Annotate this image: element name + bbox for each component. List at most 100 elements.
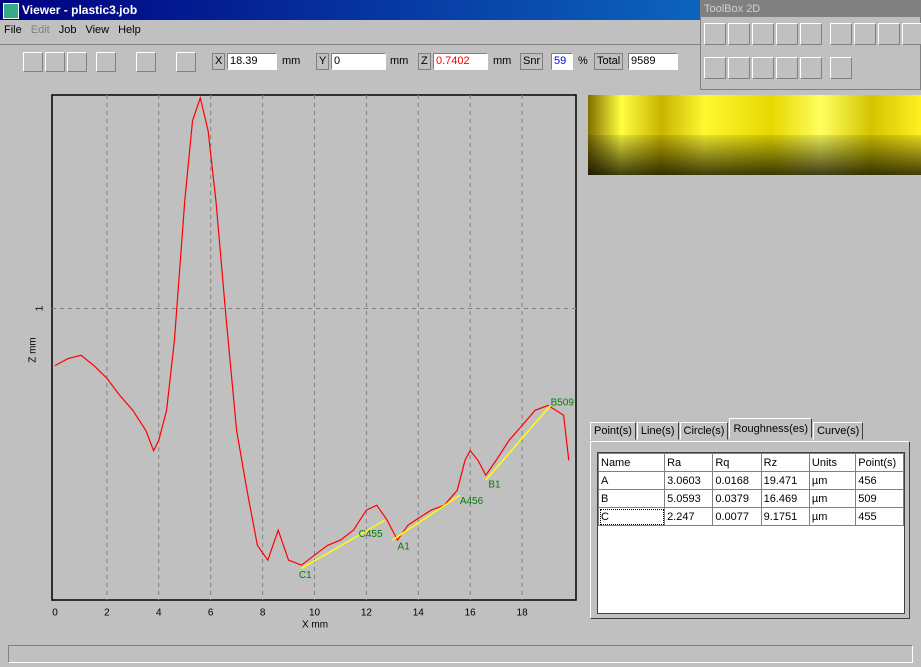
menu-item[interactable]: Job: [58, 24, 77, 36]
table-cell: 19.471: [760, 471, 810, 490]
table-cell: 0.0077: [712, 507, 762, 526]
tool-button[interactable]: [752, 23, 774, 45]
tool-button[interactable]: [752, 57, 774, 79]
tool-button[interactable]: [704, 23, 726, 45]
x-tick-label: 2: [104, 608, 110, 619]
tool-button[interactable]: [776, 23, 798, 45]
header-cell: Rz: [760, 453, 810, 472]
tool-button[interactable]: [800, 57, 822, 79]
properties-button[interactable]: [136, 52, 156, 72]
table-cell: 0.0379: [712, 489, 762, 508]
table-row[interactable]: C 2.247 0.0077 9.1751 µm 455: [597, 507, 904, 526]
save-button[interactable]: [45, 52, 65, 72]
x-label: X: [212, 53, 226, 70]
z-unit: mm: [493, 55, 512, 67]
tool-button[interactable]: [704, 57, 726, 79]
tab-strip: Point(s) Line(s) Circle(s) Roughness(es) Cur…: [590, 418, 864, 440]
table-cell: µm: [808, 489, 857, 508]
z-field[interactable]: 0.7402: [433, 53, 488, 70]
undo-button[interactable]: [176, 52, 196, 72]
x-tick-label: 12: [361, 608, 373, 619]
toolbox-title: ToolBox 2D: [701, 1, 920, 17]
tab-panel: Name Ra Rq Rz Units Point(s) A 3.0603 0.0168 19.4…: [590, 441, 910, 619]
table-cell: 2.247: [664, 507, 714, 526]
title-bar: Viewer - plastic3.job: [0, 0, 921, 20]
tool-button[interactable]: [902, 23, 921, 45]
y-field[interactable]: 0: [331, 53, 386, 70]
open-button[interactable]: [23, 52, 43, 72]
tab[interactable]: Point(s): [590, 422, 636, 440]
tool-button[interactable]: [728, 57, 750, 79]
tab[interactable]: Circle(s): [679, 422, 729, 440]
menu-item[interactable]: Edit: [30, 24, 50, 36]
table-cell: B: [597, 489, 666, 508]
table-cell: 0.0168: [712, 471, 762, 490]
fit-line: [485, 404, 552, 481]
table-cell: 9.1751: [760, 507, 810, 526]
x-tick-label: 4: [156, 608, 162, 619]
tool-button[interactable]: [830, 57, 852, 79]
fit-line: [391, 494, 461, 541]
table-cell: µm: [808, 507, 857, 526]
annotation: C455: [359, 529, 383, 540]
table-cell: 16.469: [760, 489, 810, 508]
menu-item[interactable]: File: [4, 24, 22, 36]
table-cell: 3.0603: [664, 471, 714, 490]
x-axis-label: X mm: [302, 620, 328, 631]
menu-item[interactable]: Help: [118, 24, 141, 36]
z-label: Z: [418, 53, 431, 70]
header-cell: Ra: [664, 453, 714, 472]
profile-line: [54, 95, 570, 566]
app-icon: [3, 3, 19, 19]
tab[interactable]: Line(s): [636, 422, 679, 440]
new-button[interactable]: [67, 52, 87, 72]
profile-chart: 0 2 4 6 8 10 12 14 16 18 1 X mm Z mm C1 C455 A1 A456 B1 B5…: [28, 94, 577, 631]
image-shade: [588, 135, 921, 175]
y-axis-label: Z mm: [28, 337, 39, 363]
x-tick-label: 18: [517, 608, 529, 619]
header-cell: Rq: [712, 453, 762, 472]
header-cell: Name: [597, 453, 666, 472]
tool-button[interactable]: [854, 23, 876, 45]
table-cell: 455: [855, 507, 904, 526]
x-tick-label: 6: [208, 608, 214, 619]
table-cell: C: [597, 507, 666, 526]
print-button[interactable]: [96, 52, 116, 72]
x-field[interactable]: 18.39: [227, 53, 277, 70]
tool-button[interactable]: [776, 57, 798, 79]
surface-image: [588, 95, 921, 175]
tool-button[interactable]: [800, 23, 822, 45]
toolbox: ToolBox 2D: [700, 0, 921, 90]
menu-bar: File Edit Job View Help: [4, 24, 150, 36]
annotation: B1: [488, 480, 501, 491]
x-tick-label: 16: [465, 608, 477, 619]
tab[interactable]: Curve(s): [813, 422, 864, 440]
tool-button[interactable]: [728, 23, 750, 45]
separator: [0, 44, 700, 45]
annotation: B509: [551, 398, 575, 409]
status-bar: [8, 645, 913, 663]
table-frame: Name Ra Rq Rz Units Point(s) A 3.0603 0.0168 19.4…: [597, 452, 905, 614]
total-label: Total: [594, 53, 624, 70]
fit-line: [301, 519, 385, 570]
table-cell: A: [597, 471, 666, 490]
x-tick-label: 8: [260, 608, 266, 619]
snr-label: Snr: [520, 53, 544, 70]
table-row[interactable]: A 3.0603 0.0168 19.471 µm 456: [597, 471, 904, 490]
tool-button[interactable]: [830, 23, 852, 45]
snr-field[interactable]: 59: [551, 53, 573, 70]
tool-button[interactable]: [878, 23, 900, 45]
roughness-table: Name Ra Rq Rz Units Point(s) A 3.0603 0.0168 19.4…: [597, 453, 904, 526]
annotation: A1: [398, 541, 411, 552]
table-row[interactable]: B 5.0593 0.0379 16.469 µm 509: [597, 489, 904, 508]
menu-item[interactable]: View: [85, 24, 110, 36]
tab[interactable]: Roughness(es): [729, 418, 813, 438]
table-cell: µm: [808, 471, 857, 490]
y-unit: mm: [390, 55, 409, 67]
x-unit: mm: [282, 55, 301, 67]
window-title: Viewer - plastic3.job: [22, 3, 138, 17]
table-cell: 5.0593: [664, 489, 714, 508]
header-row: Name Ra Rq Rz Units Point(s): [597, 453, 904, 472]
snr-unit: %: [578, 55, 588, 67]
